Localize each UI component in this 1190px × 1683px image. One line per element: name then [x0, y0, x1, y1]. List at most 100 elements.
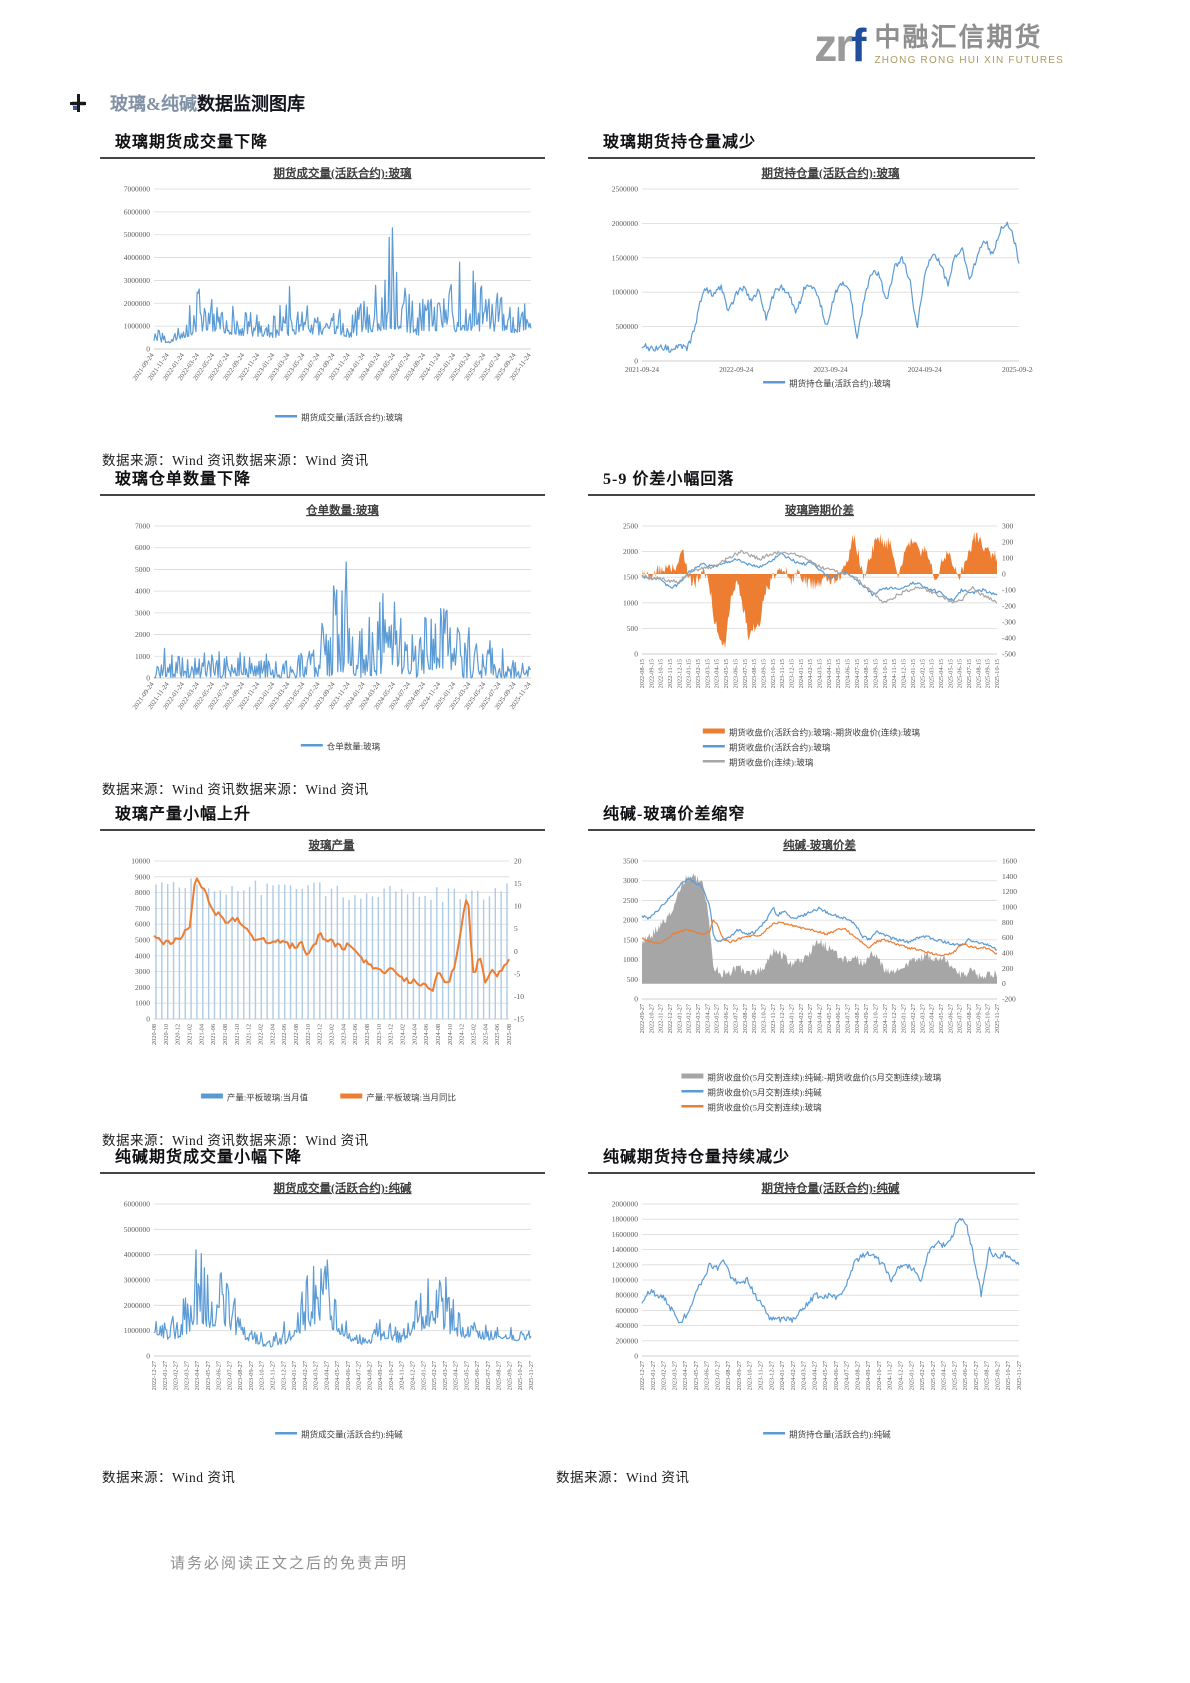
svg-text:10: 10	[514, 902, 522, 911]
svg-text:2024-11-15: 2024-11-15	[891, 659, 898, 688]
svg-text:7000: 7000	[135, 522, 150, 531]
svg-text:2024-09-27: 2024-09-27	[863, 1004, 870, 1033]
glass-futures-volume-canvas: 期货成交量(活跃合约):玻璃 0 1000000 2000000 3000000 4000…	[124, 166, 533, 423]
svg-text:2024-07-27: 2024-07-27	[844, 1361, 851, 1390]
svg-text:0: 0	[514, 947, 518, 956]
svg-text:0: 0	[146, 1015, 150, 1024]
heading-rule	[100, 494, 545, 496]
company-name-cn: 中融汇信期货	[874, 23, 1043, 53]
svg-text:2025-07-27: 2025-07-27	[957, 1004, 964, 1033]
heading-rule	[588, 494, 1035, 496]
chart-section-glass-calendar-spread: 5-9 价差小幅回落 玻璃跨期价差 0 500 1000 1500 2000 2500 -50…	[588, 465, 1035, 790]
svg-text:2023-05-27: 2023-05-27	[205, 1361, 212, 1390]
chart-soda-glass-spread: 纯碱-玻璃价差 0 500 1000 1500 2000 2500 3000 3500 -200 0…	[588, 835, 1035, 1135]
svg-text:2021-02: 2021-02	[187, 1024, 194, 1045]
svg-text:2024-09-27: 2024-09-27	[865, 1361, 872, 1390]
svg-text:2023-08-15: 2023-08-15	[751, 659, 758, 688]
heading-rule	[100, 829, 545, 831]
svg-text:2024-06-15: 2024-06-15	[845, 659, 852, 688]
svg-text:2024-09-15: 2024-09-15	[873, 659, 880, 688]
svg-text:2022-09-24: 2022-09-24	[719, 365, 753, 374]
svg-text:2025-01-27: 2025-01-27	[420, 1361, 427, 1390]
svg-text:2023-09-15: 2023-09-15	[760, 659, 767, 688]
svg-text:2025-07-15: 2025-07-15	[966, 659, 973, 688]
svg-text:2024-08: 2024-08	[435, 1024, 442, 1045]
svg-text:10000: 10000	[131, 857, 150, 866]
svg-text:2025-02-27: 2025-02-27	[431, 1361, 438, 1390]
svg-text:3000: 3000	[135, 967, 150, 976]
svg-text:2025-07-27: 2025-07-27	[485, 1361, 492, 1390]
svg-text:2021-06: 2021-06	[210, 1024, 217, 1045]
svg-text:2024-10-27: 2024-10-27	[388, 1361, 395, 1390]
chart-section-glass-production: 玻璃产量小幅上升 玻璃产量 0 1000 2000 3000 4000 5000 6000 70…	[100, 800, 545, 1149]
svg-text:2024-10: 2024-10	[447, 1024, 454, 1045]
svg-text:1500000: 1500000	[612, 253, 639, 262]
svg-text:期货成交量(活跃合约):纯碱: 期货成交量(活跃合约):纯碱	[301, 1430, 403, 1440]
svg-text:2023-01-27: 2023-01-27	[676, 1004, 683, 1033]
svg-text:2023-12: 2023-12	[388, 1024, 395, 1045]
svg-text:仓单数量:玻璃: 仓单数量:玻璃	[305, 503, 379, 517]
svg-text:期货持仓量(活跃合约):纯碱: 期货持仓量(活跃合约):纯碱	[789, 1430, 891, 1440]
svg-text:纯碱-玻璃价差: 纯碱-玻璃价差	[783, 838, 856, 852]
svg-text:6000000: 6000000	[124, 207, 151, 216]
chart-glass-calendar-spread: 玻璃跨期价差 0 500 1000 1500 2000 2500 -500 -400 -300 -2…	[588, 500, 1035, 790]
svg-text:2000000: 2000000	[124, 1301, 151, 1310]
svg-text:2025-05-27: 2025-05-27	[463, 1361, 470, 1390]
svg-text:2025-11-27: 2025-11-27	[994, 1004, 1001, 1033]
svg-text:2023-04-27: 2023-04-27	[704, 1004, 711, 1033]
svg-text:2024-04-27: 2024-04-27	[811, 1361, 818, 1390]
svg-text:2023-06-27: 2023-06-27	[216, 1361, 223, 1390]
svg-text:2022-10: 2022-10	[305, 1024, 312, 1045]
svg-text:2025-11-27: 2025-11-27	[1016, 1361, 1023, 1390]
svg-text:2000000: 2000000	[612, 1200, 639, 1209]
section-heading: 纯碱-玻璃价差缩窄	[603, 806, 746, 823]
svg-text:5000: 5000	[135, 565, 150, 574]
section-heading: 玻璃期货成交量下降	[115, 134, 269, 151]
svg-text:-200: -200	[1002, 995, 1016, 1004]
svg-text:2024-08-27: 2024-08-27	[854, 1361, 861, 1390]
zrf-logo-icon: zrf	[814, 19, 866, 71]
svg-text:2024-05-27: 2024-05-27	[334, 1361, 341, 1390]
svg-text:产量:平板玻璃:当月值: 产量:平板玻璃:当月值	[227, 1093, 309, 1103]
chart-section-glass-volume: 玻璃期货成交量下降 期货成交量(活跃合约):玻璃 0 1000000 2000000 3…	[100, 128, 545, 469]
svg-text:7000000: 7000000	[124, 185, 151, 194]
svg-text:2024-08-27: 2024-08-27	[854, 1004, 861, 1033]
chart-glass-open-interest: 期货持仓量(活跃合约):玻璃 0 500000 1000000 1500000 20000…	[588, 163, 1037, 411]
svg-text:500000: 500000	[616, 322, 639, 331]
svg-text:2023-08: 2023-08	[364, 1024, 371, 1045]
data-source: 数据来源：Wind 资讯	[556, 1470, 690, 1485]
svg-text:1000: 1000	[623, 598, 638, 607]
svg-text:2024-12-27: 2024-12-27	[898, 1361, 905, 1390]
svg-text:1200000: 1200000	[612, 1260, 639, 1269]
svg-text:2025-08: 2025-08	[506, 1024, 513, 1045]
svg-text:2023-01-15: 2023-01-15	[686, 659, 693, 688]
svg-text:期货持仓量(活跃合约):玻璃: 期货持仓量(活跃合约):玻璃	[789, 379, 891, 389]
svg-text:2025-10-27: 2025-10-27	[985, 1004, 992, 1033]
heading-rule	[588, 829, 1035, 831]
svg-text:2025-05-15: 2025-05-15	[947, 659, 954, 688]
svg-text:2023-06: 2023-06	[352, 1024, 359, 1045]
svg-text:2024-12-15: 2024-12-15	[901, 659, 908, 688]
svg-text:15: 15	[514, 879, 522, 888]
heading-rule	[100, 1172, 545, 1174]
svg-text:4000: 4000	[135, 951, 150, 960]
svg-text:2025-08-27: 2025-08-27	[496, 1361, 503, 1390]
soda-open-interest-canvas: 期货持仓量(活跃合约):纯碱 0 200000 400000 600000 800000 1…	[612, 1181, 1023, 1440]
svg-text:3000000: 3000000	[124, 276, 151, 285]
svg-text:2023-04: 2023-04	[340, 1023, 347, 1045]
chart-soda-open-interest: 期货持仓量(活跃合约):纯碱 0 200000 400000 600000 800000 1…	[588, 1178, 1035, 1462]
section-heading: 玻璃产量小幅上升	[115, 806, 252, 823]
svg-text:2025-02-27: 2025-02-27	[910, 1004, 917, 1033]
svg-text:4000000: 4000000	[124, 253, 151, 262]
svg-text:2500: 2500	[623, 896, 638, 905]
svg-text:20: 20	[514, 857, 522, 866]
svg-text:2023-09-24: 2023-09-24	[813, 365, 847, 374]
svg-text:2023-05-27: 2023-05-27	[693, 1361, 700, 1390]
svg-text:2025-02: 2025-02	[471, 1024, 478, 1045]
svg-text:产量:平板玻璃:当月同比: 产量:平板玻璃:当月同比	[366, 1093, 456, 1103]
svg-text:2024-11-27: 2024-11-27	[399, 1361, 406, 1390]
svg-text:7000: 7000	[135, 904, 150, 913]
svg-text:0: 0	[146, 1352, 150, 1361]
chart-soda-volume: 期货成交量(活跃合约):纯碱 0 1000000 2000000 3000000 4000…	[100, 1178, 545, 1462]
svg-text:2025-05-27: 2025-05-27	[951, 1361, 958, 1390]
